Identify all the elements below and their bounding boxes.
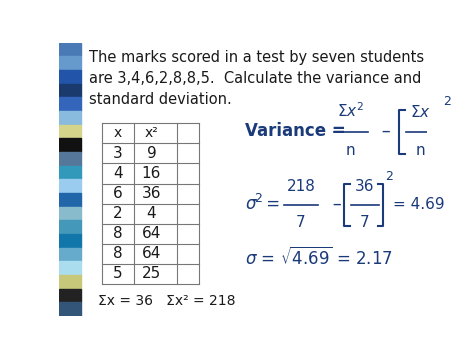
Text: 8: 8 bbox=[113, 226, 123, 241]
Bar bbox=[59, 84, 81, 97]
Bar bbox=[59, 152, 81, 165]
Text: x²: x² bbox=[145, 126, 158, 141]
Text: 6: 6 bbox=[113, 186, 123, 201]
Text: 4: 4 bbox=[113, 166, 123, 181]
Text: 36: 36 bbox=[355, 179, 374, 194]
Text: 8: 8 bbox=[113, 246, 123, 261]
Text: The marks scored in a test by seven students
are 3,4,6,2,8,8,5.  Calculate the v: The marks scored in a test by seven stud… bbox=[89, 50, 424, 107]
Text: –: – bbox=[327, 195, 347, 213]
Text: 9: 9 bbox=[146, 146, 156, 161]
Text: 3: 3 bbox=[113, 146, 123, 161]
Text: $\sigma$: $\sigma$ bbox=[245, 195, 258, 213]
Text: x: x bbox=[114, 126, 122, 141]
Text: 2: 2 bbox=[443, 95, 451, 108]
Bar bbox=[59, 261, 81, 275]
Text: 25: 25 bbox=[142, 266, 161, 281]
Text: Variance =: Variance = bbox=[245, 122, 352, 140]
Text: $\sigma$ = $\sqrt{4.69}$ = 2.17: $\sigma$ = $\sqrt{4.69}$ = 2.17 bbox=[245, 247, 393, 269]
Text: 36: 36 bbox=[142, 186, 161, 201]
Bar bbox=[59, 70, 81, 84]
Bar bbox=[59, 165, 81, 179]
Text: 2: 2 bbox=[255, 192, 263, 206]
Bar bbox=[59, 56, 81, 70]
Bar bbox=[59, 193, 81, 207]
Bar bbox=[59, 138, 81, 152]
Bar bbox=[59, 207, 81, 220]
Bar bbox=[59, 125, 81, 138]
Bar bbox=[59, 275, 81, 289]
Text: = 4.69: = 4.69 bbox=[393, 197, 445, 212]
Text: 64: 64 bbox=[142, 226, 161, 241]
Text: =: = bbox=[261, 195, 285, 213]
Text: $\Sigma x$: $\Sigma x$ bbox=[410, 104, 431, 120]
Text: 7: 7 bbox=[360, 215, 369, 230]
Text: 5: 5 bbox=[113, 266, 123, 281]
Bar bbox=[59, 97, 81, 111]
Bar bbox=[59, 289, 81, 302]
Text: 218: 218 bbox=[287, 179, 316, 194]
Text: Σx = 36   Σx² = 218: Σx = 36 Σx² = 218 bbox=[98, 294, 236, 308]
Bar bbox=[59, 248, 81, 261]
Bar bbox=[59, 220, 81, 234]
Text: n: n bbox=[346, 143, 356, 158]
Text: 2: 2 bbox=[113, 206, 123, 221]
Text: 7: 7 bbox=[296, 215, 306, 230]
Bar bbox=[59, 111, 81, 125]
Bar bbox=[59, 234, 81, 248]
Text: 16: 16 bbox=[142, 166, 161, 181]
Text: n: n bbox=[416, 143, 425, 158]
Bar bbox=[59, 179, 81, 193]
Bar bbox=[59, 43, 81, 56]
Text: 2: 2 bbox=[385, 170, 392, 183]
Text: $\Sigma x^2$: $\Sigma x^2$ bbox=[337, 102, 364, 120]
Text: –: – bbox=[376, 122, 397, 140]
Text: 4: 4 bbox=[146, 206, 156, 221]
Bar bbox=[59, 302, 81, 316]
Text: 64: 64 bbox=[142, 246, 161, 261]
